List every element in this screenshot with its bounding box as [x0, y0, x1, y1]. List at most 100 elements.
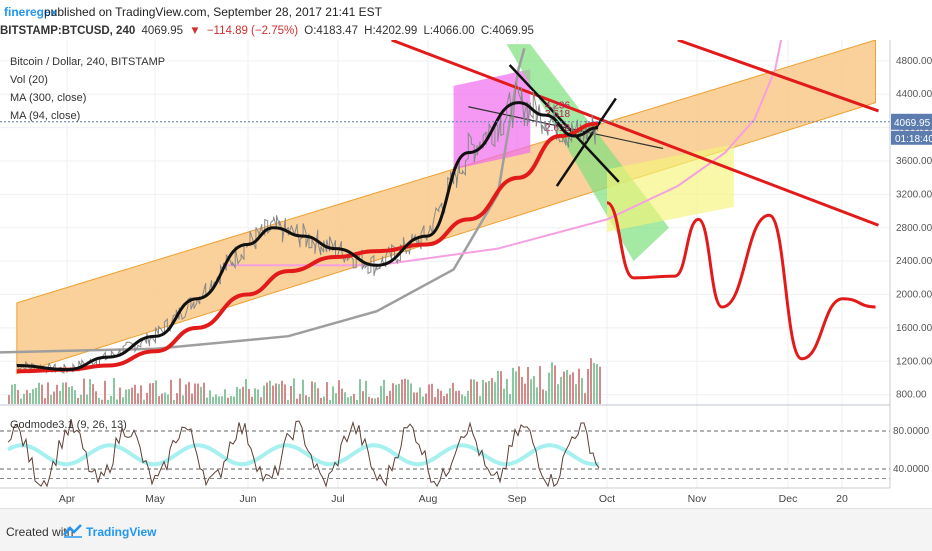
price-axis[interactable]: 4800.004400.004000.003600.003200.002800.… [889, 40, 932, 508]
black-line-2 [555, 97, 617, 187]
symbol-bar: BITSTAMP:BTCUSD, 240 4069.95 ▼ −114.89 (… [0, 22, 932, 40]
x-tick-label: Sep [508, 493, 527, 505]
volume-bar [347, 397, 349, 404]
volume-bar [521, 376, 523, 404]
legend-vol: Vol (20) [10, 74, 48, 86]
volume-bar [56, 384, 58, 404]
y-tick-label: 4400.00 [896, 89, 932, 100]
volume-bar [23, 393, 25, 404]
volume-bar [413, 392, 415, 404]
volume-bar [437, 388, 439, 404]
oscillator-pane [0, 418, 890, 488]
volume-bar [143, 399, 145, 404]
volume-bar [485, 382, 487, 404]
volume-bar [29, 392, 31, 404]
volume-bar [443, 395, 445, 404]
volume-bar [35, 387, 37, 404]
y-tick-label: 3600.00 [896, 156, 932, 167]
volume-bar [512, 367, 514, 404]
volume-bar [107, 399, 109, 404]
volume-bar [44, 398, 46, 404]
volume-bar [155, 380, 157, 404]
volume-bar [362, 391, 364, 404]
volume-bar [14, 383, 16, 404]
volume-bar [356, 399, 358, 404]
volume-bar [152, 383, 154, 404]
volume-bar [272, 385, 274, 404]
volume-bar [491, 378, 493, 404]
volume-bar [308, 397, 310, 404]
volume-bar [191, 393, 193, 404]
y-tick-label: 800.00 [896, 390, 927, 401]
volume-bar [410, 383, 412, 404]
volume-bar [218, 396, 220, 404]
time-axis[interactable]: Apr May Jun Jul Aug Sep Oct Nov Dec 20 [0, 487, 890, 505]
ma94-line [16, 101, 599, 372]
volume-bar [131, 387, 133, 404]
volume-bar [110, 395, 112, 404]
volume-bar [221, 396, 223, 404]
chart-header: fineregex published on TradingView.com, … [0, 0, 932, 24]
volume-bar [539, 366, 541, 404]
volume-bar [149, 383, 151, 404]
volume-bar [227, 397, 229, 404]
tradingview-logo-icon[interactable] [62, 523, 84, 539]
volume-bar [527, 366, 529, 404]
volume-bar [548, 372, 550, 404]
volume-bar [395, 384, 397, 404]
osc-cyan-line [7, 443, 600, 467]
volume-bar [179, 378, 181, 404]
volume-bar [374, 398, 376, 404]
volume-bar [500, 371, 502, 404]
x-tick-label: Nov [688, 493, 707, 505]
volume-bar [302, 379, 304, 404]
y-tick-label: 4800.00 [896, 56, 932, 67]
volume-bar [353, 394, 355, 404]
volume-bar [587, 368, 589, 404]
osc-tick-label: 40.0000 [893, 464, 930, 475]
volume-bar [167, 394, 169, 404]
volume-bar [416, 392, 418, 404]
volume-bar [572, 372, 574, 404]
volume-bar [284, 384, 286, 404]
tradingview-brand[interactable]: TradingView [86, 525, 157, 539]
volume-bar [287, 399, 289, 404]
volume-bar [551, 362, 553, 404]
volume-bar [530, 379, 532, 404]
last-price-tag [891, 113, 932, 130]
symbol-label: BITSTAMP:BTCUSD, 240 [0, 25, 136, 37]
volume-bar [32, 389, 34, 404]
volume-bar [185, 384, 187, 404]
volume-bar [389, 390, 391, 404]
volume-bar [560, 377, 562, 404]
volume-bar [479, 396, 481, 404]
volume-bar [509, 394, 511, 404]
volume-bar [305, 395, 307, 404]
volume-bar [38, 382, 40, 404]
volume-bar [569, 374, 571, 404]
volume-bar [26, 390, 28, 404]
y-tick-label: 2000.00 [896, 290, 932, 301]
volume-bar [104, 380, 106, 404]
volume-bar [278, 384, 280, 404]
volume-bar [47, 382, 49, 404]
volume-bar [80, 394, 82, 404]
volume-bar [266, 382, 268, 404]
volume-bar [425, 393, 427, 404]
volume-bar [215, 394, 217, 404]
volume-bar [83, 378, 85, 404]
low-value: L:4066.00 [423, 25, 475, 37]
volume-bar [239, 388, 241, 404]
publish-info: published on TradingView.com, September … [44, 5, 382, 19]
fib-label: 2.618 [545, 123, 570, 134]
last-price-tag-text: 4069.95 [894, 118, 931, 129]
volume-bar [434, 397, 436, 404]
volume-bar [446, 393, 448, 404]
publisher-name[interactable]: fineregex [4, 5, 58, 19]
y-tick-label: 2800.00 [896, 223, 932, 234]
volume-bar [65, 382, 67, 404]
created-with-text: Created with [6, 525, 74, 539]
volume-bar [332, 386, 334, 404]
volume-bar [524, 383, 526, 404]
